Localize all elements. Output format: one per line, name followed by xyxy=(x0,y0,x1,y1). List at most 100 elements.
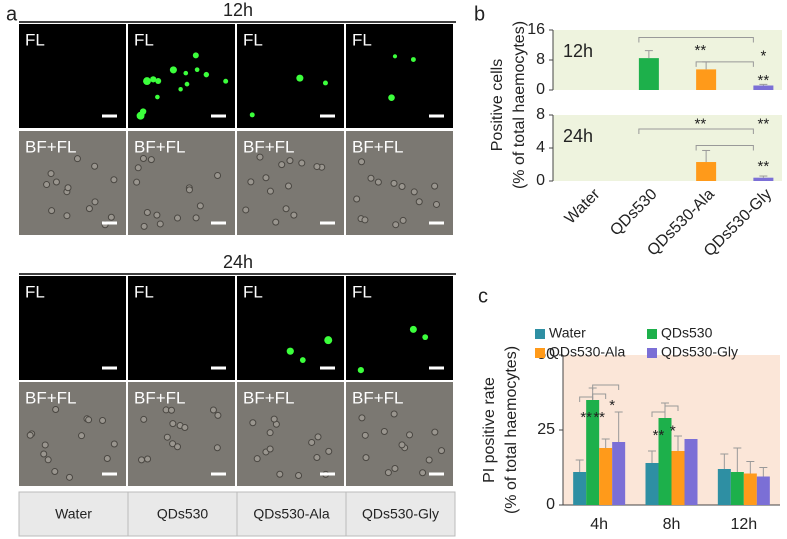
x-tick-label: Water xyxy=(562,185,604,227)
cell xyxy=(139,154,147,162)
micrograph xyxy=(128,131,235,235)
fluorescent-cell xyxy=(392,54,398,59)
fluorescent-cell xyxy=(409,325,417,333)
fluorescent-cell xyxy=(136,111,145,120)
cell xyxy=(99,416,107,424)
fluorescent-cell xyxy=(194,67,200,72)
significance-label: ** xyxy=(593,409,605,426)
micrograph xyxy=(346,276,453,380)
significance-label: ** xyxy=(653,427,665,444)
bar xyxy=(599,448,613,505)
cell xyxy=(43,181,51,189)
micrograph xyxy=(128,276,235,380)
cell xyxy=(138,456,146,464)
column-label: Water xyxy=(55,506,92,522)
cell xyxy=(144,455,152,463)
cell xyxy=(73,155,81,163)
cell xyxy=(44,456,52,464)
cell xyxy=(358,158,366,166)
fluorescent-cell xyxy=(184,81,190,87)
cell xyxy=(110,440,118,448)
x-tick-label: 4h xyxy=(590,516,608,533)
y-axis-label: (% of total haemocytes) xyxy=(503,346,520,514)
significance-bracket xyxy=(638,37,754,43)
group-title: 24h xyxy=(223,252,253,272)
fluorescent-cell xyxy=(422,334,429,341)
bar xyxy=(573,472,587,505)
fluorescent-cell xyxy=(286,347,294,355)
micrograph xyxy=(346,24,453,128)
significance-label: ** xyxy=(758,72,770,89)
fluorescent-cell xyxy=(143,77,151,86)
cell xyxy=(374,178,382,186)
y-axis-label: (% of total haemocytes) xyxy=(511,21,528,189)
fluorescent-cell xyxy=(169,66,177,74)
image-label: BF+FL xyxy=(25,137,77,156)
cell xyxy=(214,172,222,180)
bar xyxy=(696,162,717,181)
cell xyxy=(249,419,257,427)
bar xyxy=(753,85,774,90)
cell xyxy=(181,424,189,432)
cell xyxy=(133,178,141,186)
bar xyxy=(696,69,717,90)
fluorescent-cell xyxy=(192,52,199,59)
cell xyxy=(47,170,55,178)
cell xyxy=(391,464,399,472)
y-axis-label: Positive cells xyxy=(489,59,506,151)
micrograph xyxy=(237,276,344,380)
cell xyxy=(242,206,250,214)
legend-swatch xyxy=(535,348,545,358)
cell xyxy=(390,179,398,187)
bar xyxy=(753,177,774,181)
cell xyxy=(185,186,193,194)
cell xyxy=(91,198,99,206)
micrograph xyxy=(19,276,126,380)
bar xyxy=(743,473,757,505)
fluorescent-cell xyxy=(223,78,229,84)
y-tick-label: 0 xyxy=(546,496,555,513)
panel-title: 24h xyxy=(563,126,593,146)
fluorescent-cell xyxy=(203,71,210,78)
cell xyxy=(134,164,142,172)
column-label: QDs530-Ala xyxy=(253,506,329,522)
cell xyxy=(314,433,322,441)
column-label: QDs530-Gly xyxy=(362,506,439,522)
significance-label: ** xyxy=(695,116,707,133)
cell xyxy=(192,214,200,222)
cell xyxy=(266,429,274,437)
cell xyxy=(247,178,255,186)
legend-label: QDs530-Ala xyxy=(549,344,625,360)
image-label: FL xyxy=(25,282,45,301)
image-label: FL xyxy=(243,30,263,49)
bar xyxy=(658,418,672,505)
micrograph xyxy=(237,382,344,486)
image-label: FL xyxy=(352,30,372,49)
significance-label: ** xyxy=(580,409,592,426)
fluorescent-cell xyxy=(357,366,364,374)
significance-bracket xyxy=(695,61,754,67)
cell xyxy=(64,184,72,192)
cell xyxy=(298,159,306,167)
cell xyxy=(209,406,217,414)
cell xyxy=(425,456,433,464)
cell xyxy=(143,209,151,217)
image-label: BF+FL xyxy=(134,137,186,156)
fluorescent-cell xyxy=(296,74,304,82)
cell xyxy=(147,156,155,164)
fluorescent-cell xyxy=(299,357,306,363)
legend-swatch xyxy=(535,329,545,339)
bar xyxy=(586,400,600,505)
y-tick-label: 25 xyxy=(537,421,555,438)
significance-label: * xyxy=(670,422,676,439)
cell xyxy=(313,163,321,171)
cell xyxy=(266,445,274,453)
image-label: FL xyxy=(25,30,45,49)
cell xyxy=(384,469,392,477)
cell xyxy=(325,447,333,455)
cell xyxy=(40,450,48,458)
table-cell xyxy=(18,491,129,537)
cell xyxy=(107,213,115,221)
cell xyxy=(313,454,321,462)
fluorescent-cell xyxy=(322,80,328,86)
